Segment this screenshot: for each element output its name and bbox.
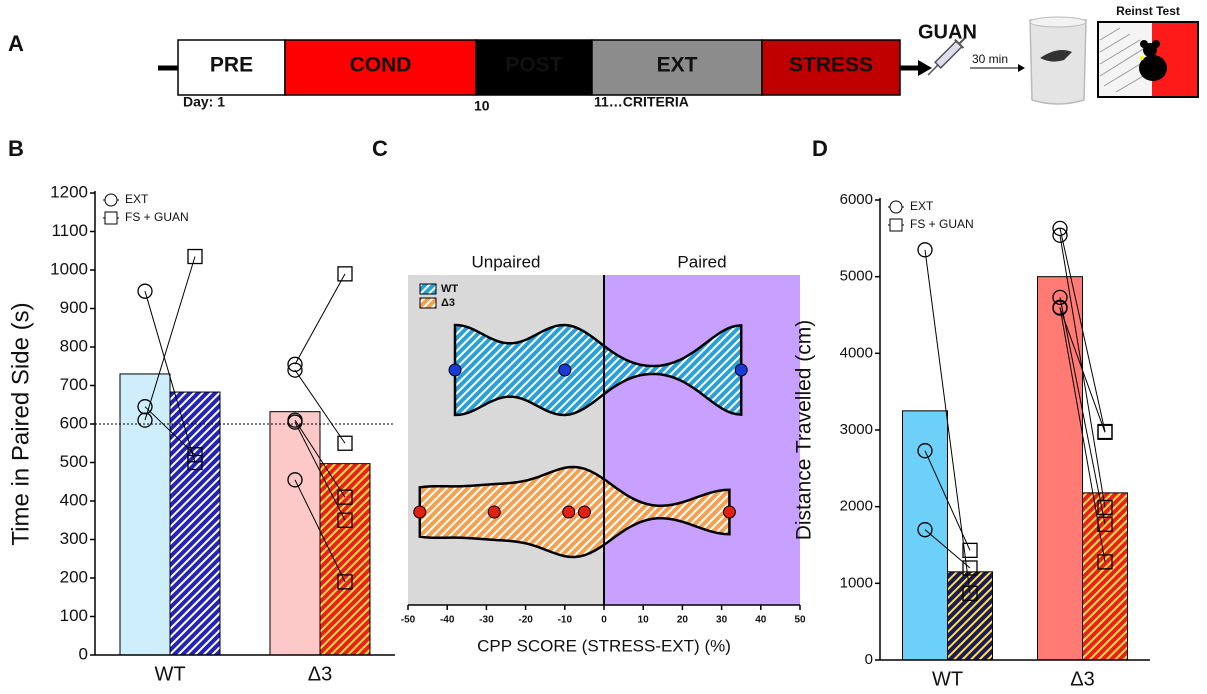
bar bbox=[948, 572, 993, 660]
stage-label: PRE bbox=[210, 54, 253, 77]
point bbox=[563, 506, 575, 518]
y-tick-label: 800 bbox=[60, 336, 88, 355]
delay-label: 30 min bbox=[972, 52, 1008, 66]
bar bbox=[1038, 277, 1083, 660]
bar bbox=[903, 411, 948, 660]
x-tick-label: -50 bbox=[401, 615, 416, 626]
stage-label: COND bbox=[350, 54, 412, 77]
legend-label: WT bbox=[441, 283, 458, 295]
day-label: 11…CRITERIA bbox=[594, 94, 689, 110]
region-label: Unpaired bbox=[472, 252, 541, 271]
y-tick-label: 500 bbox=[60, 452, 88, 471]
day-label: Day: 1 bbox=[183, 94, 225, 110]
x-tick-label: -30 bbox=[479, 615, 494, 626]
bar bbox=[320, 464, 370, 655]
y-tick-label: 0 bbox=[79, 644, 88, 663]
legend-label: Δ3 bbox=[441, 297, 455, 309]
y-axis-title: Time in Paired Side (s) bbox=[7, 302, 34, 545]
pair-line bbox=[295, 274, 345, 364]
point bbox=[559, 364, 571, 376]
y-tick-label: 2000 bbox=[840, 498, 873, 515]
panel-label: C bbox=[372, 136, 388, 161]
bar bbox=[120, 374, 170, 655]
y-tick-label: 6000 bbox=[840, 191, 873, 208]
point bbox=[723, 506, 735, 518]
bar bbox=[270, 412, 320, 655]
y-tick-label: 0 bbox=[865, 651, 873, 668]
point bbox=[414, 506, 426, 518]
x-tick-label: 40 bbox=[755, 615, 767, 626]
x-tick-label: Δ3 bbox=[1070, 668, 1094, 690]
day-label: 10 bbox=[474, 98, 490, 114]
panel-label: B bbox=[8, 136, 24, 161]
y-tick-label: 400 bbox=[60, 490, 88, 509]
y-tick-label: 600 bbox=[60, 413, 88, 432]
y-tick-label: 300 bbox=[60, 529, 88, 548]
legend-label: EXT bbox=[125, 192, 149, 206]
y-tick-label: 700 bbox=[60, 375, 88, 394]
panel-label: A bbox=[8, 31, 24, 56]
region bbox=[604, 275, 800, 605]
y-tick-label: 900 bbox=[60, 298, 88, 317]
point bbox=[918, 243, 932, 257]
region-label: Paired bbox=[677, 252, 726, 271]
point bbox=[735, 364, 747, 376]
legend-label: FS + GUAN bbox=[125, 210, 189, 224]
bar bbox=[170, 392, 220, 655]
legend-marker bbox=[890, 219, 902, 231]
y-tick-label: 3000 bbox=[840, 421, 873, 438]
y-tick-label: 4000 bbox=[840, 344, 873, 361]
legend-marker bbox=[105, 212, 117, 224]
y-tick-label: 100 bbox=[60, 606, 88, 625]
test-box-icon bbox=[1098, 22, 1198, 97]
x-tick-label: 0 bbox=[601, 615, 607, 626]
legend-swatch bbox=[420, 298, 436, 308]
y-tick-label: 1200 bbox=[50, 182, 88, 201]
x-tick-label: -20 bbox=[518, 615, 533, 626]
drug-label: GUAN bbox=[918, 21, 977, 43]
delay-arrowhead bbox=[1018, 64, 1025, 72]
legend-label: FS + GUAN bbox=[910, 217, 974, 231]
y-axis-title: Distance Travelled (cm) bbox=[793, 320, 816, 541]
panel-label: D bbox=[812, 136, 828, 161]
stage-label: EXT bbox=[657, 54, 698, 77]
legend-swatch bbox=[420, 284, 436, 294]
y-tick-label: 1000 bbox=[840, 574, 873, 591]
point bbox=[488, 506, 500, 518]
y-tick-label: 5000 bbox=[840, 268, 873, 285]
legend-marker bbox=[890, 201, 902, 213]
x-tick-label: -10 bbox=[558, 615, 573, 626]
x-axis-title: CPP SCORE (STRESS-EXT) (%) bbox=[477, 636, 731, 655]
legend-marker bbox=[105, 194, 117, 206]
point bbox=[449, 364, 461, 376]
x-tick-label: 30 bbox=[716, 615, 728, 626]
point bbox=[578, 506, 590, 518]
x-tick-label: WT bbox=[154, 663, 185, 685]
figure: A B C D PRE COND POST EXT STRESS Day: 1 10 11…CRITE… bbox=[0, 0, 1207, 694]
y-tick-label: 200 bbox=[60, 567, 88, 586]
beaker-icon bbox=[1030, 17, 1086, 104]
test-label: Reinst Test bbox=[1116, 4, 1180, 18]
y-tick-label: 1100 bbox=[51, 221, 88, 240]
x-tick-label: 20 bbox=[677, 615, 689, 626]
y-tick-label: 1000 bbox=[50, 259, 88, 278]
x-tick-label: 50 bbox=[794, 615, 806, 626]
stage-label: STRESS bbox=[789, 54, 873, 77]
x-tick-label: -40 bbox=[440, 615, 455, 626]
x-tick-label: 10 bbox=[638, 615, 650, 626]
x-tick-label: WT bbox=[932, 668, 963, 690]
x-tick-label: Δ3 bbox=[308, 663, 332, 685]
legend-label: EXT bbox=[910, 199, 934, 213]
stage-label: POST bbox=[505, 54, 562, 77]
